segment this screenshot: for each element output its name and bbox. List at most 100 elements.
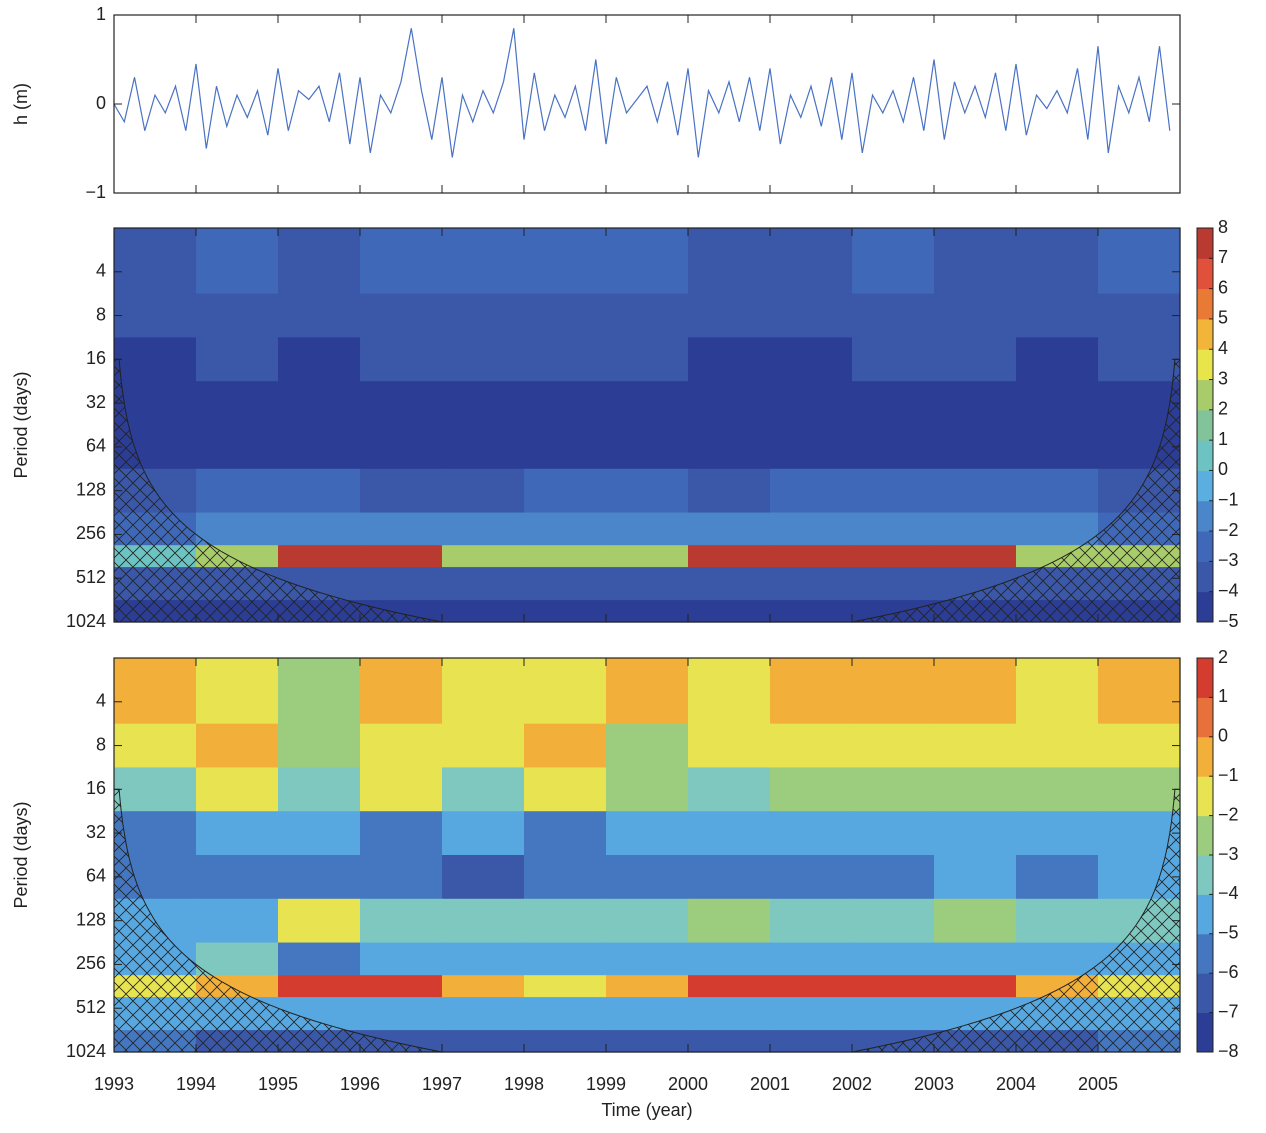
x-tick-label: 1993 — [94, 1074, 134, 1094]
heat-cell — [196, 855, 279, 900]
heat-cell — [524, 512, 607, 546]
heat-cell — [688, 1030, 771, 1053]
heat-cell — [606, 723, 689, 769]
heat-cell — [770, 567, 853, 601]
heat-cell — [524, 567, 607, 601]
colorbar-band — [1197, 894, 1213, 935]
heat-cell — [852, 723, 935, 769]
colorbar-tick-label: −8 — [1218, 1041, 1239, 1061]
heat-cell — [852, 898, 935, 944]
heat-cell — [278, 767, 361, 812]
colorbar-band — [1197, 228, 1213, 259]
colorbar-tick-label: 4 — [1218, 338, 1228, 358]
heat-cell — [606, 855, 689, 900]
heat-cell — [934, 468, 1017, 514]
plot-frame — [113, 14, 1181, 194]
heat-cell — [934, 811, 1017, 856]
y-tick-label: 4 — [96, 261, 106, 281]
heat-cell — [360, 855, 443, 900]
heatmap — [114, 658, 1181, 1053]
heat-cell — [770, 337, 853, 382]
x-tick-label: 2003 — [914, 1074, 954, 1094]
heat-cell — [606, 975, 689, 998]
heat-cell — [278, 228, 361, 295]
heat-cell — [688, 855, 771, 900]
heat-cell — [1098, 723, 1181, 769]
heat-cell — [852, 767, 935, 812]
heat-cell — [688, 381, 771, 426]
heat-cell — [688, 600, 771, 623]
heat-cell — [770, 658, 853, 725]
colorbar-tick-label: 5 — [1218, 308, 1228, 328]
heat-cell — [688, 975, 771, 998]
heat-cell — [278, 855, 361, 900]
x-tick-label: 2002 — [832, 1074, 872, 1094]
heat-cell — [442, 468, 525, 514]
heat-cell — [196, 468, 279, 514]
colorbar-frame — [1196, 227, 1214, 623]
heat-cell — [360, 942, 443, 976]
heat-cell — [1016, 425, 1099, 470]
heat-cell — [1016, 337, 1099, 382]
y-tick-label: 64 — [86, 436, 106, 456]
colorbar-tick-label: 8 — [1218, 217, 1228, 237]
heat-cell — [278, 425, 361, 470]
colorbar-band — [1197, 973, 1213, 1014]
colorbar-band — [1197, 470, 1213, 502]
colorbar-tick-label: −4 — [1218, 580, 1239, 600]
heat-cell — [442, 600, 525, 623]
x-tick-label: 2005 — [1078, 1074, 1118, 1094]
heat-cell — [278, 512, 361, 546]
y-tick-label: 256 — [76, 953, 106, 973]
heat-cell — [606, 337, 689, 382]
colorbar-tick-label: 2 — [1218, 399, 1228, 419]
heat-cell — [688, 767, 771, 812]
heat-cell — [196, 942, 279, 976]
heat-cell — [442, 767, 525, 812]
heat-cell — [442, 898, 525, 944]
y-tick-label: −1 — [85, 182, 106, 202]
colorbar-band — [1197, 409, 1213, 441]
x-tick-label: 1997 — [422, 1074, 462, 1094]
colorbar-tick-label: 1 — [1218, 429, 1228, 449]
colorbar-band — [1197, 933, 1213, 974]
heat-cell — [278, 723, 361, 769]
heat-cell — [278, 811, 361, 856]
heat-cell — [442, 942, 525, 976]
heat-cell — [852, 381, 935, 426]
heat-cell — [278, 293, 361, 339]
heat-cell — [852, 658, 935, 725]
series-line — [113, 28, 1171, 158]
x-tick-label: 1999 — [586, 1074, 626, 1094]
heat-cell — [606, 997, 689, 1031]
x-tick-label: 1996 — [340, 1074, 380, 1094]
colorbar-tick-label: 1 — [1218, 686, 1228, 706]
heat-cell — [524, 898, 607, 944]
heat-cell — [1098, 767, 1181, 812]
heat-cell — [770, 293, 853, 339]
heat-cell — [934, 898, 1017, 944]
y-tick-label: 512 — [76, 997, 106, 1017]
heat-cell — [442, 811, 525, 856]
y-tick-label: 1024 — [66, 1041, 106, 1061]
colorbar-band — [1197, 855, 1213, 895]
colorbar-band — [1197, 440, 1213, 471]
heat-cell — [1016, 512, 1099, 546]
heat-cell — [1016, 228, 1099, 295]
heat-cell — [852, 567, 935, 601]
heat-cell — [114, 228, 197, 295]
y-tick-label: 256 — [76, 523, 106, 543]
heat-cell — [606, 658, 689, 725]
y-axis-label: Period (days) — [11, 801, 31, 908]
heat-cell — [688, 658, 771, 725]
heat-cell — [606, 1030, 689, 1053]
heat-cell — [360, 425, 443, 470]
y-tick-label: 64 — [86, 866, 106, 886]
heat-cell — [688, 898, 771, 944]
heat-cell — [770, 997, 853, 1031]
heat-cell — [442, 512, 525, 546]
cone-of-influence — [851, 358, 1181, 623]
heat-cell — [360, 567, 443, 601]
heat-cell — [934, 723, 1017, 769]
